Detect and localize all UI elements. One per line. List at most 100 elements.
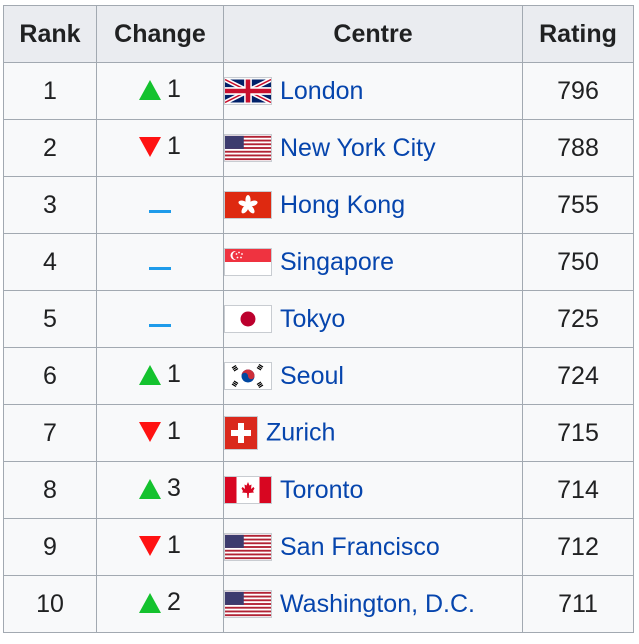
us-flag-icon[interactable] bbox=[224, 134, 272, 163]
change-cell: 1 bbox=[96, 62, 224, 120]
rating-cell: 725 bbox=[522, 290, 634, 348]
table-row: 10 2 Washington, D.C. 711 bbox=[3, 575, 634, 633]
rank-header[interactable]: Rank bbox=[3, 5, 97, 63]
decrease-arrow-icon bbox=[139, 136, 162, 157]
decrease-arrow-icon bbox=[139, 421, 162, 442]
change-indicator bbox=[149, 266, 171, 270]
us-flag-icon[interactable] bbox=[224, 590, 272, 619]
rank-cell: 2 bbox=[3, 119, 97, 177]
centre-cell: Toronto bbox=[223, 461, 523, 519]
centre-link[interactable]: Zurich bbox=[266, 418, 336, 447]
change-value: 1 bbox=[167, 531, 181, 560]
rank-cell: 1 bbox=[3, 62, 97, 120]
rating-header[interactable]: Rating bbox=[522, 5, 634, 63]
change-value: 1 bbox=[167, 360, 181, 389]
rank-cell: 4 bbox=[3, 233, 97, 291]
centre-cell: New York City bbox=[223, 119, 523, 177]
us-flag-icon[interactable] bbox=[224, 533, 272, 562]
rank-cell: 10 bbox=[3, 575, 97, 633]
increase-arrow-icon bbox=[139, 478, 162, 499]
rating-cell: 714 bbox=[522, 461, 634, 519]
rating-cell: 750 bbox=[522, 233, 634, 291]
change-indicator bbox=[149, 323, 171, 327]
change-cell bbox=[96, 176, 224, 234]
change-value: 2 bbox=[167, 588, 181, 617]
table-row: 7 1 Zurich 715 bbox=[3, 404, 634, 462]
centre-link[interactable]: London bbox=[280, 76, 364, 105]
change-cell: 3 bbox=[96, 461, 224, 519]
rating-cell: 788 bbox=[522, 119, 634, 177]
centre-link[interactable]: Hong Kong bbox=[280, 190, 406, 219]
change-cell bbox=[96, 290, 224, 348]
change-indicator: 1 bbox=[139, 132, 181, 161]
change-indicator bbox=[149, 209, 171, 213]
rank-cell: 6 bbox=[3, 347, 97, 405]
ca-flag-icon[interactable] bbox=[224, 476, 272, 505]
centre-cell: London bbox=[223, 62, 523, 120]
table-row: 5 Tokyo 725 bbox=[3, 290, 634, 348]
centre-link[interactable]: San Francisco bbox=[280, 532, 440, 561]
change-cell: 2 bbox=[96, 575, 224, 633]
change-indicator: 1 bbox=[139, 75, 181, 104]
steady-dash-icon bbox=[149, 323, 171, 327]
centre-link[interactable]: Toronto bbox=[280, 475, 364, 504]
table-row: 4 Singapore 750 bbox=[3, 233, 634, 291]
rank-cell: 5 bbox=[3, 290, 97, 348]
centre-header[interactable]: Centre bbox=[223, 5, 523, 63]
table-row: 3 Hong Kong 755 bbox=[3, 176, 634, 234]
centre-cell: Zurich bbox=[223, 404, 523, 462]
rank-cell: 8 bbox=[3, 461, 97, 519]
change-indicator: 3 bbox=[139, 474, 181, 503]
centre-cell: Tokyo bbox=[223, 290, 523, 348]
rank-cell: 7 bbox=[3, 404, 97, 462]
increase-arrow-icon bbox=[139, 592, 162, 613]
change-indicator: 2 bbox=[139, 588, 181, 617]
centre-cell: Singapore bbox=[223, 233, 523, 291]
table-row: 9 1 San Francisco 712 bbox=[3, 518, 634, 576]
change-cell: 1 bbox=[96, 119, 224, 177]
centre-cell: Washington, D.C. bbox=[223, 575, 523, 633]
centre-link[interactable]: Seoul bbox=[280, 361, 344, 390]
rating-cell: 796 bbox=[522, 62, 634, 120]
sg-flag-icon[interactable] bbox=[224, 248, 272, 277]
rating-cell: 715 bbox=[522, 404, 634, 462]
centre-link[interactable]: Washington, D.C. bbox=[280, 589, 475, 618]
centre-cell: Hong Kong bbox=[223, 176, 523, 234]
change-indicator: 1 bbox=[139, 360, 181, 389]
change-cell: 1 bbox=[96, 347, 224, 405]
gb-flag-icon[interactable] bbox=[224, 77, 272, 106]
centre-cell: San Francisco bbox=[223, 518, 523, 576]
ranking-table: Rank Change Centre Rating 1 1 London 796 2 1 N… bbox=[3, 5, 634, 633]
change-indicator: 1 bbox=[139, 417, 181, 446]
steady-dash-icon bbox=[149, 209, 171, 213]
rating-cell: 712 bbox=[522, 518, 634, 576]
centre-link[interactable]: New York City bbox=[280, 133, 436, 162]
increase-arrow-icon bbox=[139, 79, 162, 100]
hk-flag-icon[interactable] bbox=[224, 191, 272, 220]
table-row: 6 1 Seoul 724 bbox=[3, 347, 634, 405]
table-row: 8 3 Toronto 714 bbox=[3, 461, 634, 519]
jp-flag-icon[interactable] bbox=[224, 305, 272, 334]
rating-cell: 755 bbox=[522, 176, 634, 234]
change-value: 1 bbox=[167, 417, 181, 446]
decrease-arrow-icon bbox=[139, 535, 162, 556]
change-value: 1 bbox=[167, 75, 181, 104]
change-cell: 1 bbox=[96, 404, 224, 462]
rank-cell: 3 bbox=[3, 176, 97, 234]
table-row: 2 1 New York City 788 bbox=[3, 119, 634, 177]
change-value: 1 bbox=[167, 132, 181, 161]
kr-flag-icon[interactable] bbox=[224, 362, 272, 391]
table-row: 1 1 London 796 bbox=[3, 62, 634, 120]
ch-flag-icon[interactable] bbox=[224, 416, 258, 450]
change-value: 3 bbox=[167, 474, 181, 503]
rank-cell: 9 bbox=[3, 518, 97, 576]
change-header[interactable]: Change bbox=[96, 5, 224, 63]
centre-link[interactable]: Singapore bbox=[280, 247, 394, 276]
rating-cell: 724 bbox=[522, 347, 634, 405]
centre-cell: Seoul bbox=[223, 347, 523, 405]
header-row: Rank Change Centre Rating bbox=[3, 5, 634, 63]
change-cell: 1 bbox=[96, 518, 224, 576]
increase-arrow-icon bbox=[139, 364, 162, 385]
change-indicator: 1 bbox=[139, 531, 181, 560]
centre-link[interactable]: Tokyo bbox=[280, 304, 346, 333]
